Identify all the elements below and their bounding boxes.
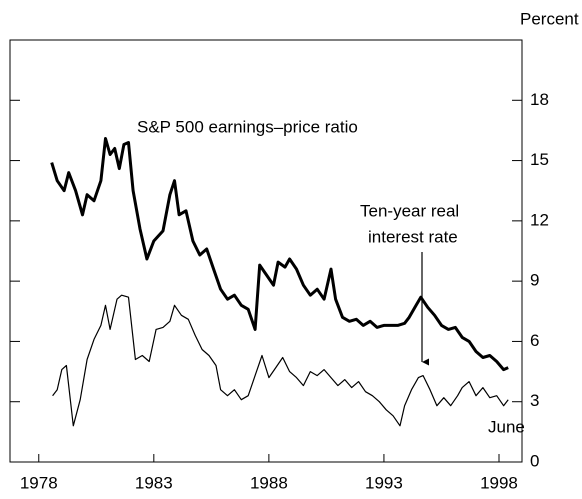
x-tick-label: 1998 [480, 473, 518, 492]
y-tick-label: 0 [530, 451, 539, 470]
x-tick-label: 1978 [20, 473, 58, 492]
y-tick-label: 12 [530, 210, 549, 229]
y-tick-label: 18 [530, 90, 549, 109]
series-label: S&P 500 earnings–price ratio [137, 117, 358, 136]
series-label: interest rate [368, 227, 458, 246]
y-tick-label: 3 [530, 391, 539, 410]
plot-frame [9, 39, 523, 463]
end-label: June [488, 417, 525, 436]
series-line [52, 294, 509, 427]
y-tick-label: 15 [530, 150, 549, 169]
x-tick-label: 1983 [135, 473, 173, 492]
series-line [50, 137, 509, 372]
y-tick-label: 9 [530, 271, 539, 290]
y-axis-label: Percent [520, 9, 579, 28]
x-tick-label: 1993 [365, 473, 403, 492]
x-tick-label: 1988 [250, 473, 288, 492]
series-label: Ten-year real [360, 201, 459, 220]
y-tick-label: 6 [530, 331, 539, 350]
